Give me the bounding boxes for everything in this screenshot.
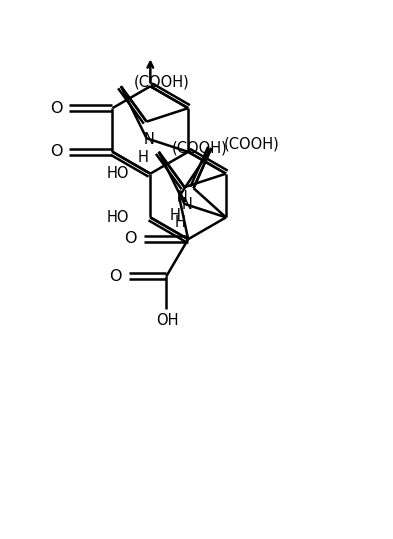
Text: O: O: [109, 269, 121, 284]
Text: O: O: [50, 144, 62, 160]
Text: (COOH): (COOH): [224, 137, 280, 152]
Text: (COOH): (COOH): [134, 75, 189, 90]
Text: N: N: [144, 132, 154, 147]
Text: HO: HO: [107, 210, 129, 225]
Text: (COOH): (COOH): [172, 140, 228, 155]
Text: N: N: [176, 190, 187, 205]
Text: H: H: [137, 150, 148, 165]
Text: OH: OH: [156, 313, 178, 328]
Text: N: N: [182, 197, 192, 212]
Text: HO: HO: [107, 166, 129, 181]
Text: O: O: [50, 101, 62, 116]
Text: O: O: [124, 231, 137, 246]
Text: H: H: [175, 215, 186, 230]
Text: H: H: [170, 208, 180, 223]
